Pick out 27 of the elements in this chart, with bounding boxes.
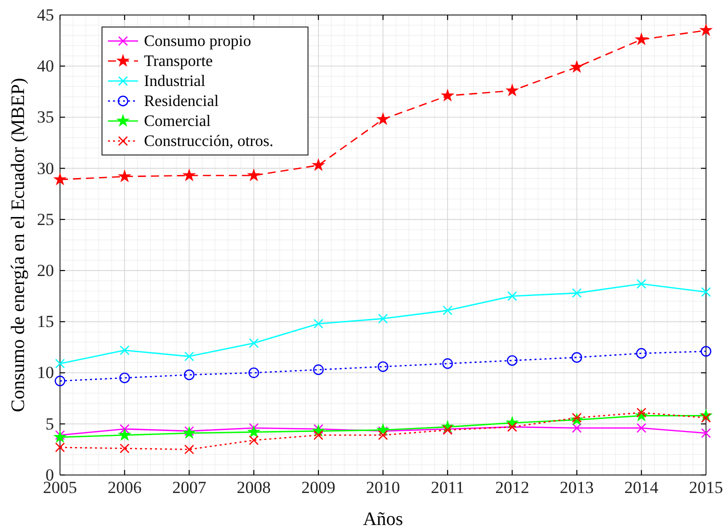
x-axis-title: Años (362, 509, 404, 529)
legend-label: Residencial (144, 93, 220, 110)
legend-label: Consumo propio (144, 33, 252, 50)
x-tick-label: 2006 (108, 478, 142, 498)
x-tick-label: 2011 (430, 478, 464, 498)
legend-label: Construcción, otros. (144, 133, 274, 150)
y-tick-label: 10 (37, 363, 54, 382)
legend-label: Transporte (144, 53, 213, 70)
x-tick-label: 2009 (301, 478, 336, 498)
x-tick-label: 2008 (236, 478, 271, 498)
x-tick-label: 2014 (624, 478, 659, 498)
y-tick-label: 15 (37, 312, 54, 332)
y-tick-label: 5 (46, 414, 54, 434)
y-tick-label: 20 (37, 260, 54, 280)
x-tick-label: 2013 (560, 478, 594, 498)
x-tick-label: 2012 (495, 478, 530, 498)
y-tick-label: 40 (37, 56, 54, 76)
legend-label: Comercial (144, 113, 212, 130)
y-tick-label: 35 (37, 108, 54, 127)
y-tick-label: 25 (37, 210, 54, 229)
y-tick-label: 30 (37, 158, 54, 178)
y-tick-label: 45 (37, 5, 54, 24)
legend-label: Industrial (144, 73, 206, 90)
x-tick-label: 2015 (689, 478, 723, 498)
y-axis-title: Consumo de energía en el Ecuador (MBEP) (8, 78, 29, 412)
x-tick-label: 2007 (172, 478, 207, 498)
x-tick-label: 2010 (366, 478, 400, 498)
